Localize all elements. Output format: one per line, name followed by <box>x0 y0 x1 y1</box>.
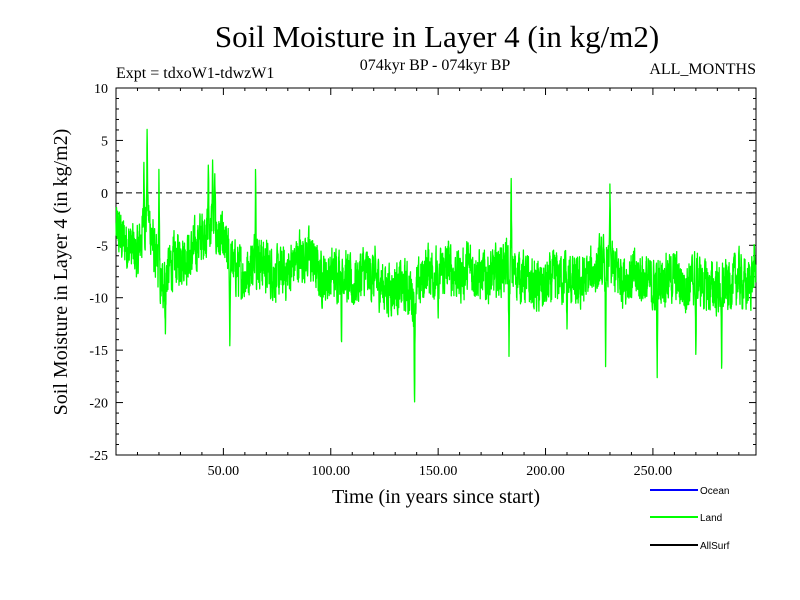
months-label: ALL_MONTHS <box>649 61 756 78</box>
y-tick-label: 10 <box>94 82 108 97</box>
y-axis-label: Soil Moisture in Layer 4 (in kg/m2) <box>50 129 72 416</box>
x-tick-label: 250.00 <box>634 464 673 479</box>
x-axis-label: Time (in years since start) <box>332 486 540 508</box>
x-tick-label: 100.00 <box>312 464 351 479</box>
y-tick-label: -15 <box>89 344 108 359</box>
period-label: 074kyr BP - 074kyr BP <box>360 57 511 74</box>
y-tick-label: -25 <box>89 449 108 464</box>
y-tick-label: 5 <box>101 134 108 149</box>
y-tick-label: 0 <box>101 187 108 202</box>
x-tick-label: 50.00 <box>208 464 240 479</box>
experiment-label: Expt = tdxoW1-tdwzW1 <box>116 65 274 82</box>
y-tick-label: -20 <box>89 397 108 412</box>
legend-land-label: Land <box>700 513 722 524</box>
x-axis-ticks: 50.00 100.00 150.00 200.00 250.00 <box>136 88 740 479</box>
x-tick-label: 150.00 <box>419 464 458 479</box>
y-tick-label: -5 <box>96 239 108 254</box>
x-tick-label: 200.00 <box>526 464 565 479</box>
legend-allsurf-label: AllSurf <box>700 541 730 552</box>
y-tick-label: -10 <box>89 292 108 307</box>
chart-title: Soil Moisture in Layer 4 (in kg/m2) <box>215 19 659 54</box>
land-series-line <box>115 128 757 403</box>
legend-ocean-label: Ocean <box>700 486 729 497</box>
y-axis-ticks: -25 -20 -15 -10 -5 0 5 10 <box>89 82 756 464</box>
legend: Ocean Land AllSurf <box>650 486 730 552</box>
